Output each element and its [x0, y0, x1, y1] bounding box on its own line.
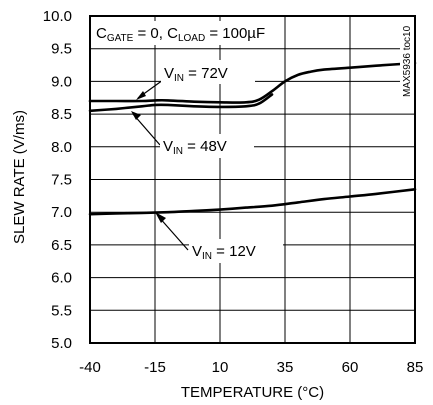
- x-axis-title: TEMPERATURE (°C): [181, 384, 324, 401]
- x-tick-label: 85: [407, 359, 424, 376]
- y-tick-label: 5.5: [51, 302, 72, 319]
- series-group: [88, 61, 417, 216]
- vin72-label-sub: IN: [174, 73, 184, 84]
- vin12-label: VIN = 12V: [192, 243, 256, 262]
- condition-label: CGATE = 0, CLOAD = 100µF: [96, 25, 265, 44]
- vin12-leader: [157, 215, 189, 251]
- vin72-label-rest: = 72V: [184, 65, 228, 82]
- x-tick-label: 35: [277, 359, 294, 376]
- y-tick-label: 8.0: [51, 139, 72, 156]
- y-tick-label: 9.5: [51, 41, 72, 58]
- condition-cload-sub: LOAD: [178, 33, 205, 44]
- x-tick-labels: -40 -15 10 35 60 85: [79, 359, 423, 376]
- y-tick-label: 6.5: [51, 237, 72, 254]
- condition-cload-rest: = 100µF: [205, 25, 265, 42]
- x-tick-label: -40: [79, 359, 101, 376]
- y-tick-label: 8.5: [51, 106, 72, 123]
- y-axis-title: SLEW RATE (V/ms): [11, 110, 28, 244]
- series-line-vin-72v: [88, 61, 417, 104]
- condition-cgate-sub: GATE: [107, 33, 134, 44]
- y-tick-label: 7.5: [51, 172, 72, 189]
- y-tick-labels: 5.0 5.5 6.0 6.5 7.0 7.5 8.0 8.5 9.0 9.5 10.0: [43, 8, 72, 352]
- vin48-leader: [132, 113, 161, 146]
- vin48-arrowhead: [131, 111, 141, 120]
- condition-cgate-rest: = 0,: [133, 25, 167, 42]
- condition-label-background: [91, 21, 281, 45]
- vin12-label-main: V: [192, 243, 202, 260]
- vin72-label-background: [161, 60, 255, 84]
- vin12-label-background: [189, 239, 283, 263]
- vin72-label-main: V: [164, 65, 174, 82]
- vin12-label-sub: IN: [202, 251, 212, 262]
- condition-cgate: C: [96, 25, 107, 42]
- vin48-label: VIN = 48V: [163, 138, 227, 157]
- vin12-arrowhead: [155, 212, 166, 223]
- series-line-vin-48v: [88, 93, 274, 113]
- vin48-label-rest: = 48V: [183, 138, 227, 155]
- vin48-label-main: V: [163, 138, 173, 155]
- series-line-vin-12v: [88, 188, 417, 216]
- y-tick-label: 5.0: [51, 335, 72, 352]
- y-tick-label: 6.0: [51, 270, 72, 287]
- watermark-background: [400, 18, 414, 100]
- vin48-label-background: [160, 134, 254, 158]
- y-tick-label: 9.0: [51, 73, 72, 90]
- vin12-label-rest: = 12V: [212, 243, 256, 260]
- x-tick-label: -15: [144, 359, 166, 376]
- condition-cload: C: [167, 25, 178, 42]
- x-tick-label: 60: [342, 359, 359, 376]
- vin48-label-sub: IN: [173, 146, 183, 157]
- y-tick-label: 10.0: [43, 8, 72, 25]
- watermark: MAX5936 toc10: [402, 25, 413, 97]
- y-tick-label: 7.0: [51, 204, 72, 221]
- vin72-label: VIN = 72V: [164, 65, 228, 84]
- x-tick-label: 10: [212, 359, 229, 376]
- plot-frame: [89, 15, 416, 344]
- vin72-arrowhead: [136, 91, 146, 100]
